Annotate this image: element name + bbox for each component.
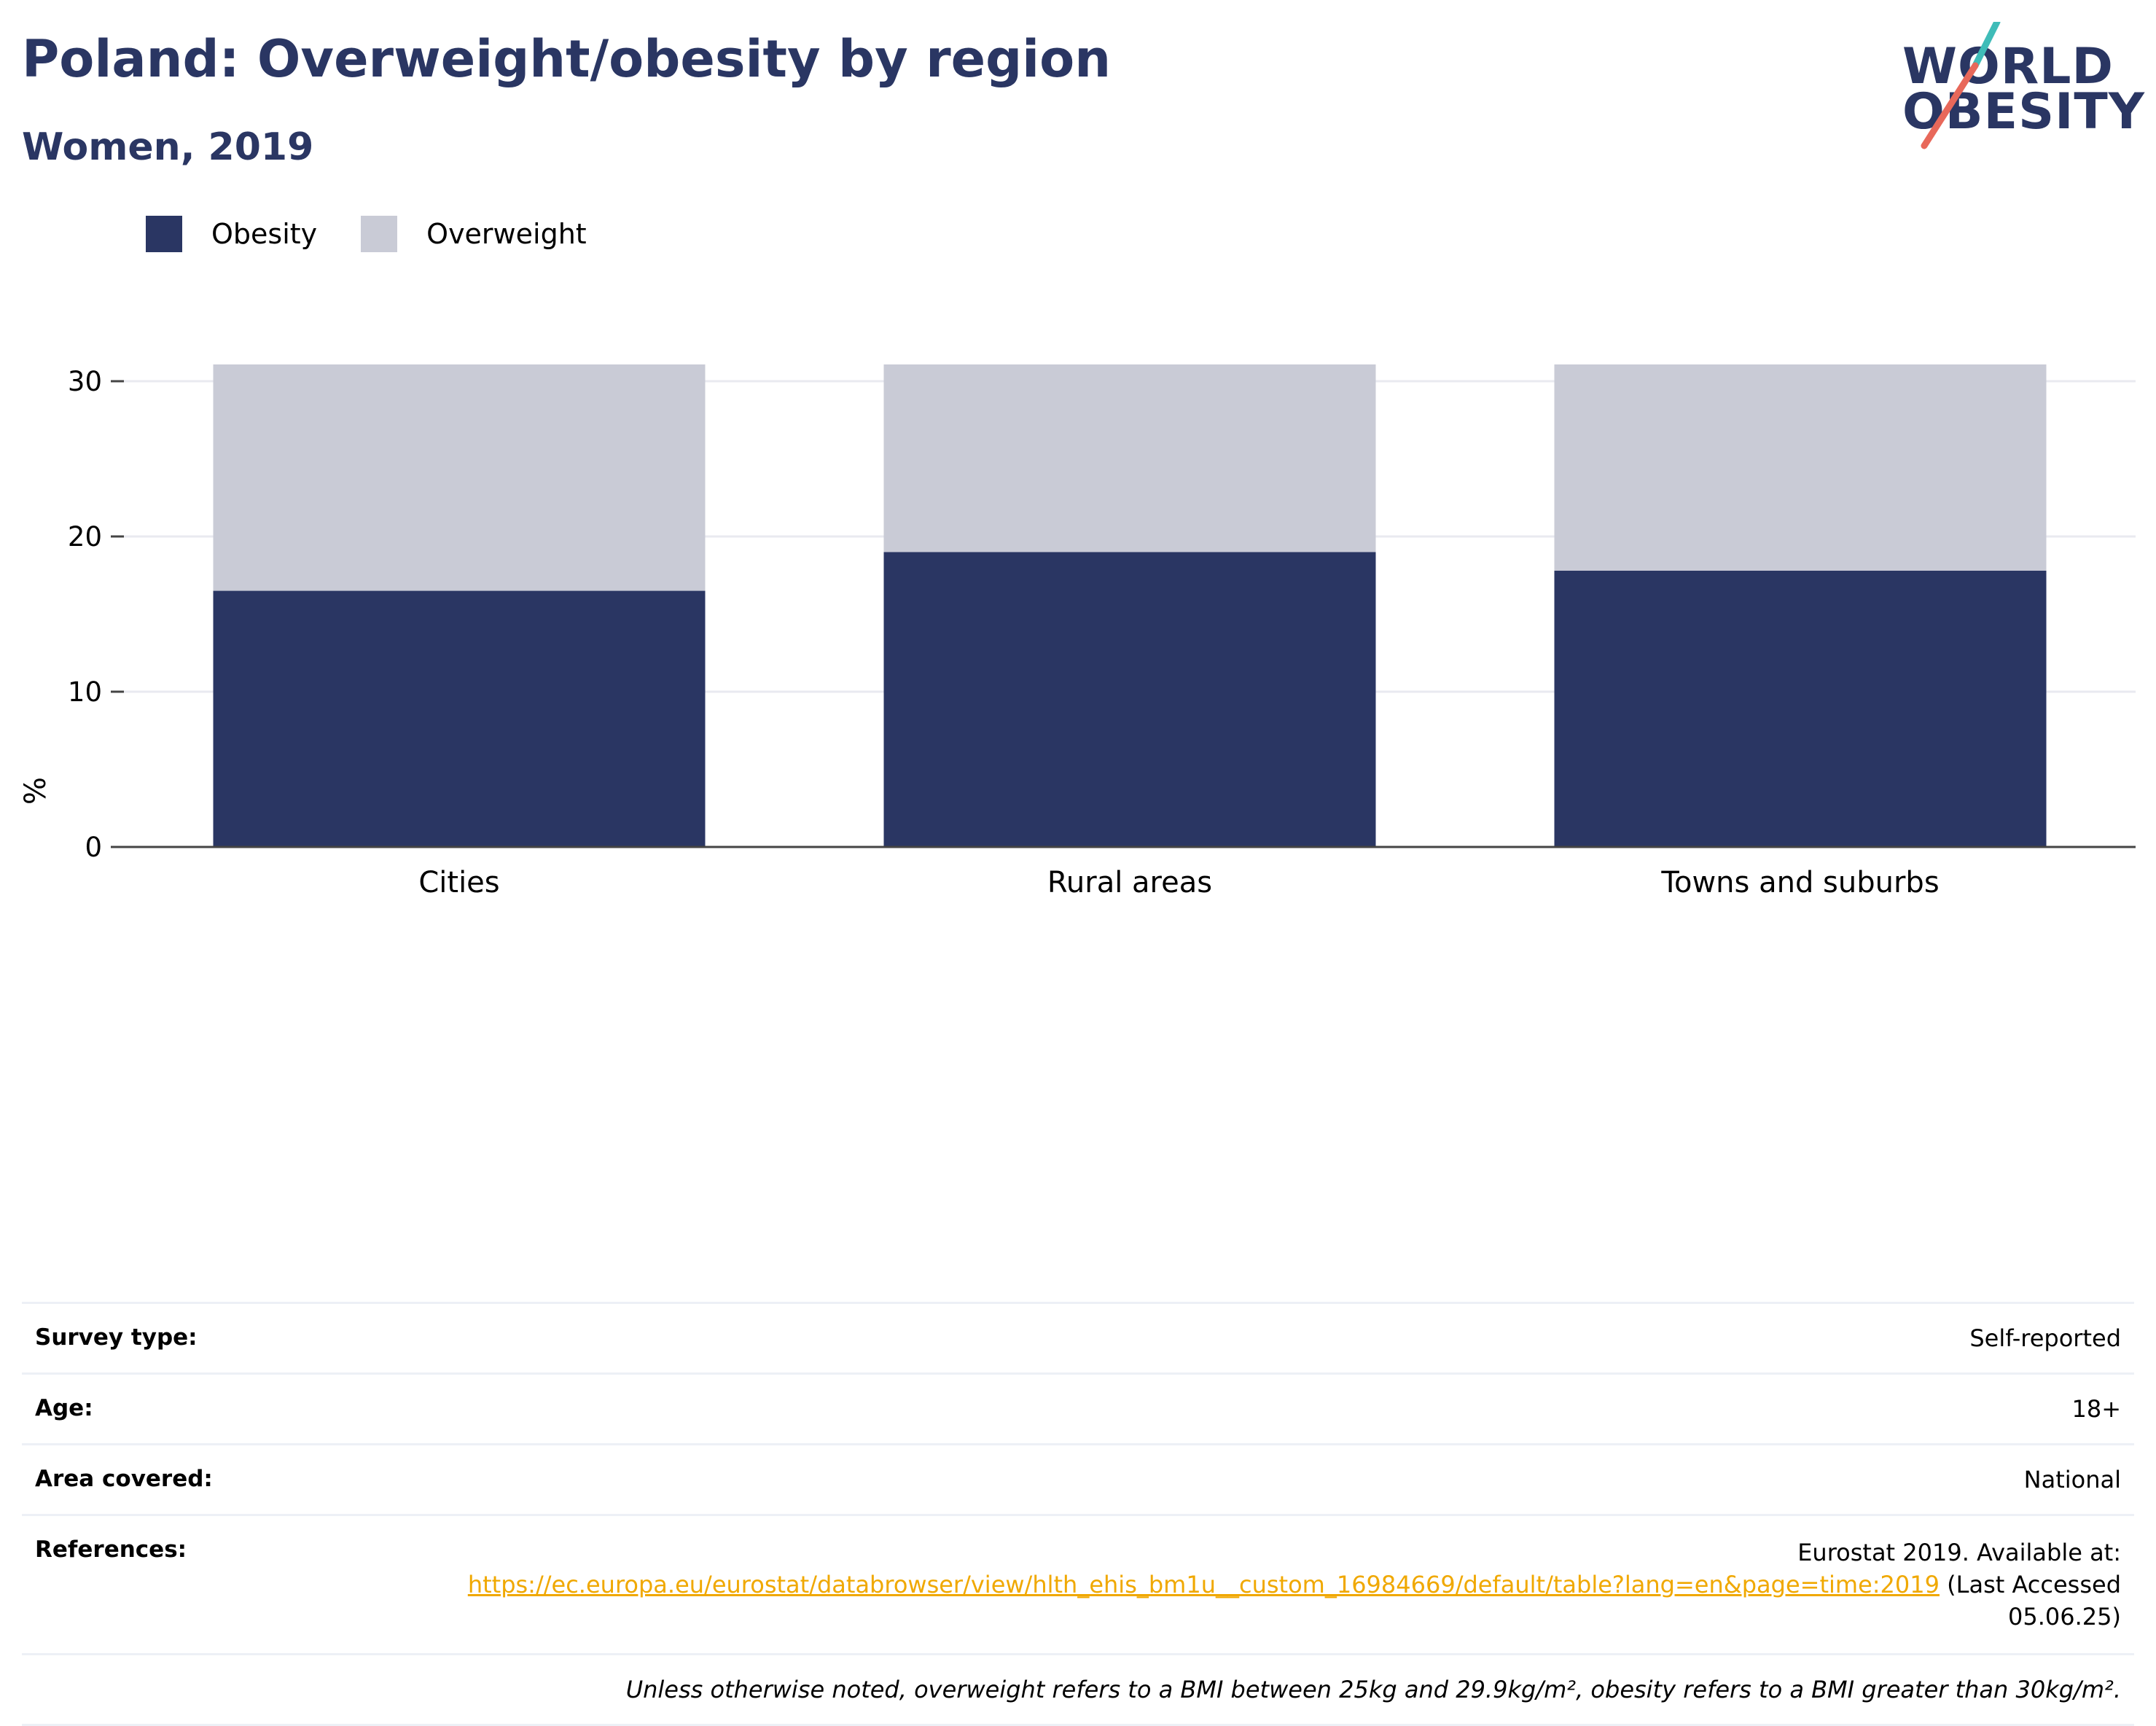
legend-swatch-overweight	[361, 216, 398, 252]
chart-subtitle: Women, 2019	[22, 125, 314, 169]
y-axis-label: %	[19, 777, 52, 805]
chart-legend: Obesity Overweight	[146, 216, 630, 252]
bar-overweight-towns-and-suburbs[interactable]	[1554, 364, 2047, 571]
area-value: National	[2023, 1466, 2121, 1493]
info-row-survey-type: Survey type: Self-reported	[22, 1302, 2134, 1372]
logo-line1: WORLD	[1902, 38, 2114, 95]
x-tick-label-towns-and-suburbs: Towns and suburbs	[1660, 866, 1939, 899]
survey-type-label: Survey type:	[35, 1324, 198, 1351]
bar-obesity-cities[interactable]	[213, 590, 706, 847]
y-tick-label-0: 0	[85, 832, 102, 863]
references-prefix: Eurostat 2019. Available at:	[1797, 1539, 2121, 1566]
info-row-area: Area covered: National	[22, 1443, 2134, 1514]
bar-obesity-rural-areas[interactable]	[883, 552, 1376, 847]
info-row-note: Unless otherwise noted, overweight refer…	[22, 1653, 2134, 1726]
info-row-references: References: Eurostat 2019. Available at:…	[22, 1514, 2134, 1653]
logo-slash-icon	[1921, 22, 2001, 149]
survey-type-value: Self-reported	[1969, 1324, 2121, 1352]
legend-swatch-obesity	[146, 216, 182, 252]
bar-overweight-cities[interactable]	[213, 364, 706, 591]
x-tick-label-rural-areas: Rural areas	[1047, 866, 1212, 899]
y-tick-label-10: 10	[68, 676, 102, 708]
world-obesity-logo: WORLD OBESITY	[1902, 22, 2144, 153]
legend-item-overweight[interactable]: Overweight	[361, 216, 587, 252]
y-tick-label-30: 30	[68, 366, 102, 397]
legend-label-obesity: Obesity	[211, 218, 318, 250]
y-tick-label-20: 20	[68, 521, 102, 552]
age-value: 18+	[2071, 1395, 2121, 1423]
references-value: Eurostat 2019. Available at: https://ec.…	[445, 1536, 2121, 1633]
bar-obesity-towns-and-suburbs[interactable]	[1554, 570, 2047, 847]
bars	[213, 364, 2047, 847]
references-label: References:	[35, 1536, 187, 1563]
x-tick-label-cities: Cities	[418, 866, 499, 899]
legend-label-overweight: Overweight	[426, 218, 587, 250]
chart-title: Poland: Overweight/obesity by region	[22, 29, 1112, 89]
references-link[interactable]: https://ec.europa.eu/eurostat/databrowse…	[467, 1571, 1940, 1598]
info-row-age: Age: 18+	[22, 1372, 2134, 1443]
bar-overweight-rural-areas[interactable]	[883, 364, 1376, 552]
info-table: Survey type: Self-reported Age: 18+ Area…	[22, 1302, 2134, 1726]
references-suffix: (Last Accessed 05.06.25)	[1947, 1571, 2121, 1631]
age-label: Age:	[35, 1395, 93, 1421]
area-label: Area covered:	[35, 1466, 213, 1492]
bmi-note: Unless otherwise noted, overweight refer…	[625, 1676, 2121, 1703]
legend-item-obesity[interactable]: Obesity	[146, 216, 317, 252]
